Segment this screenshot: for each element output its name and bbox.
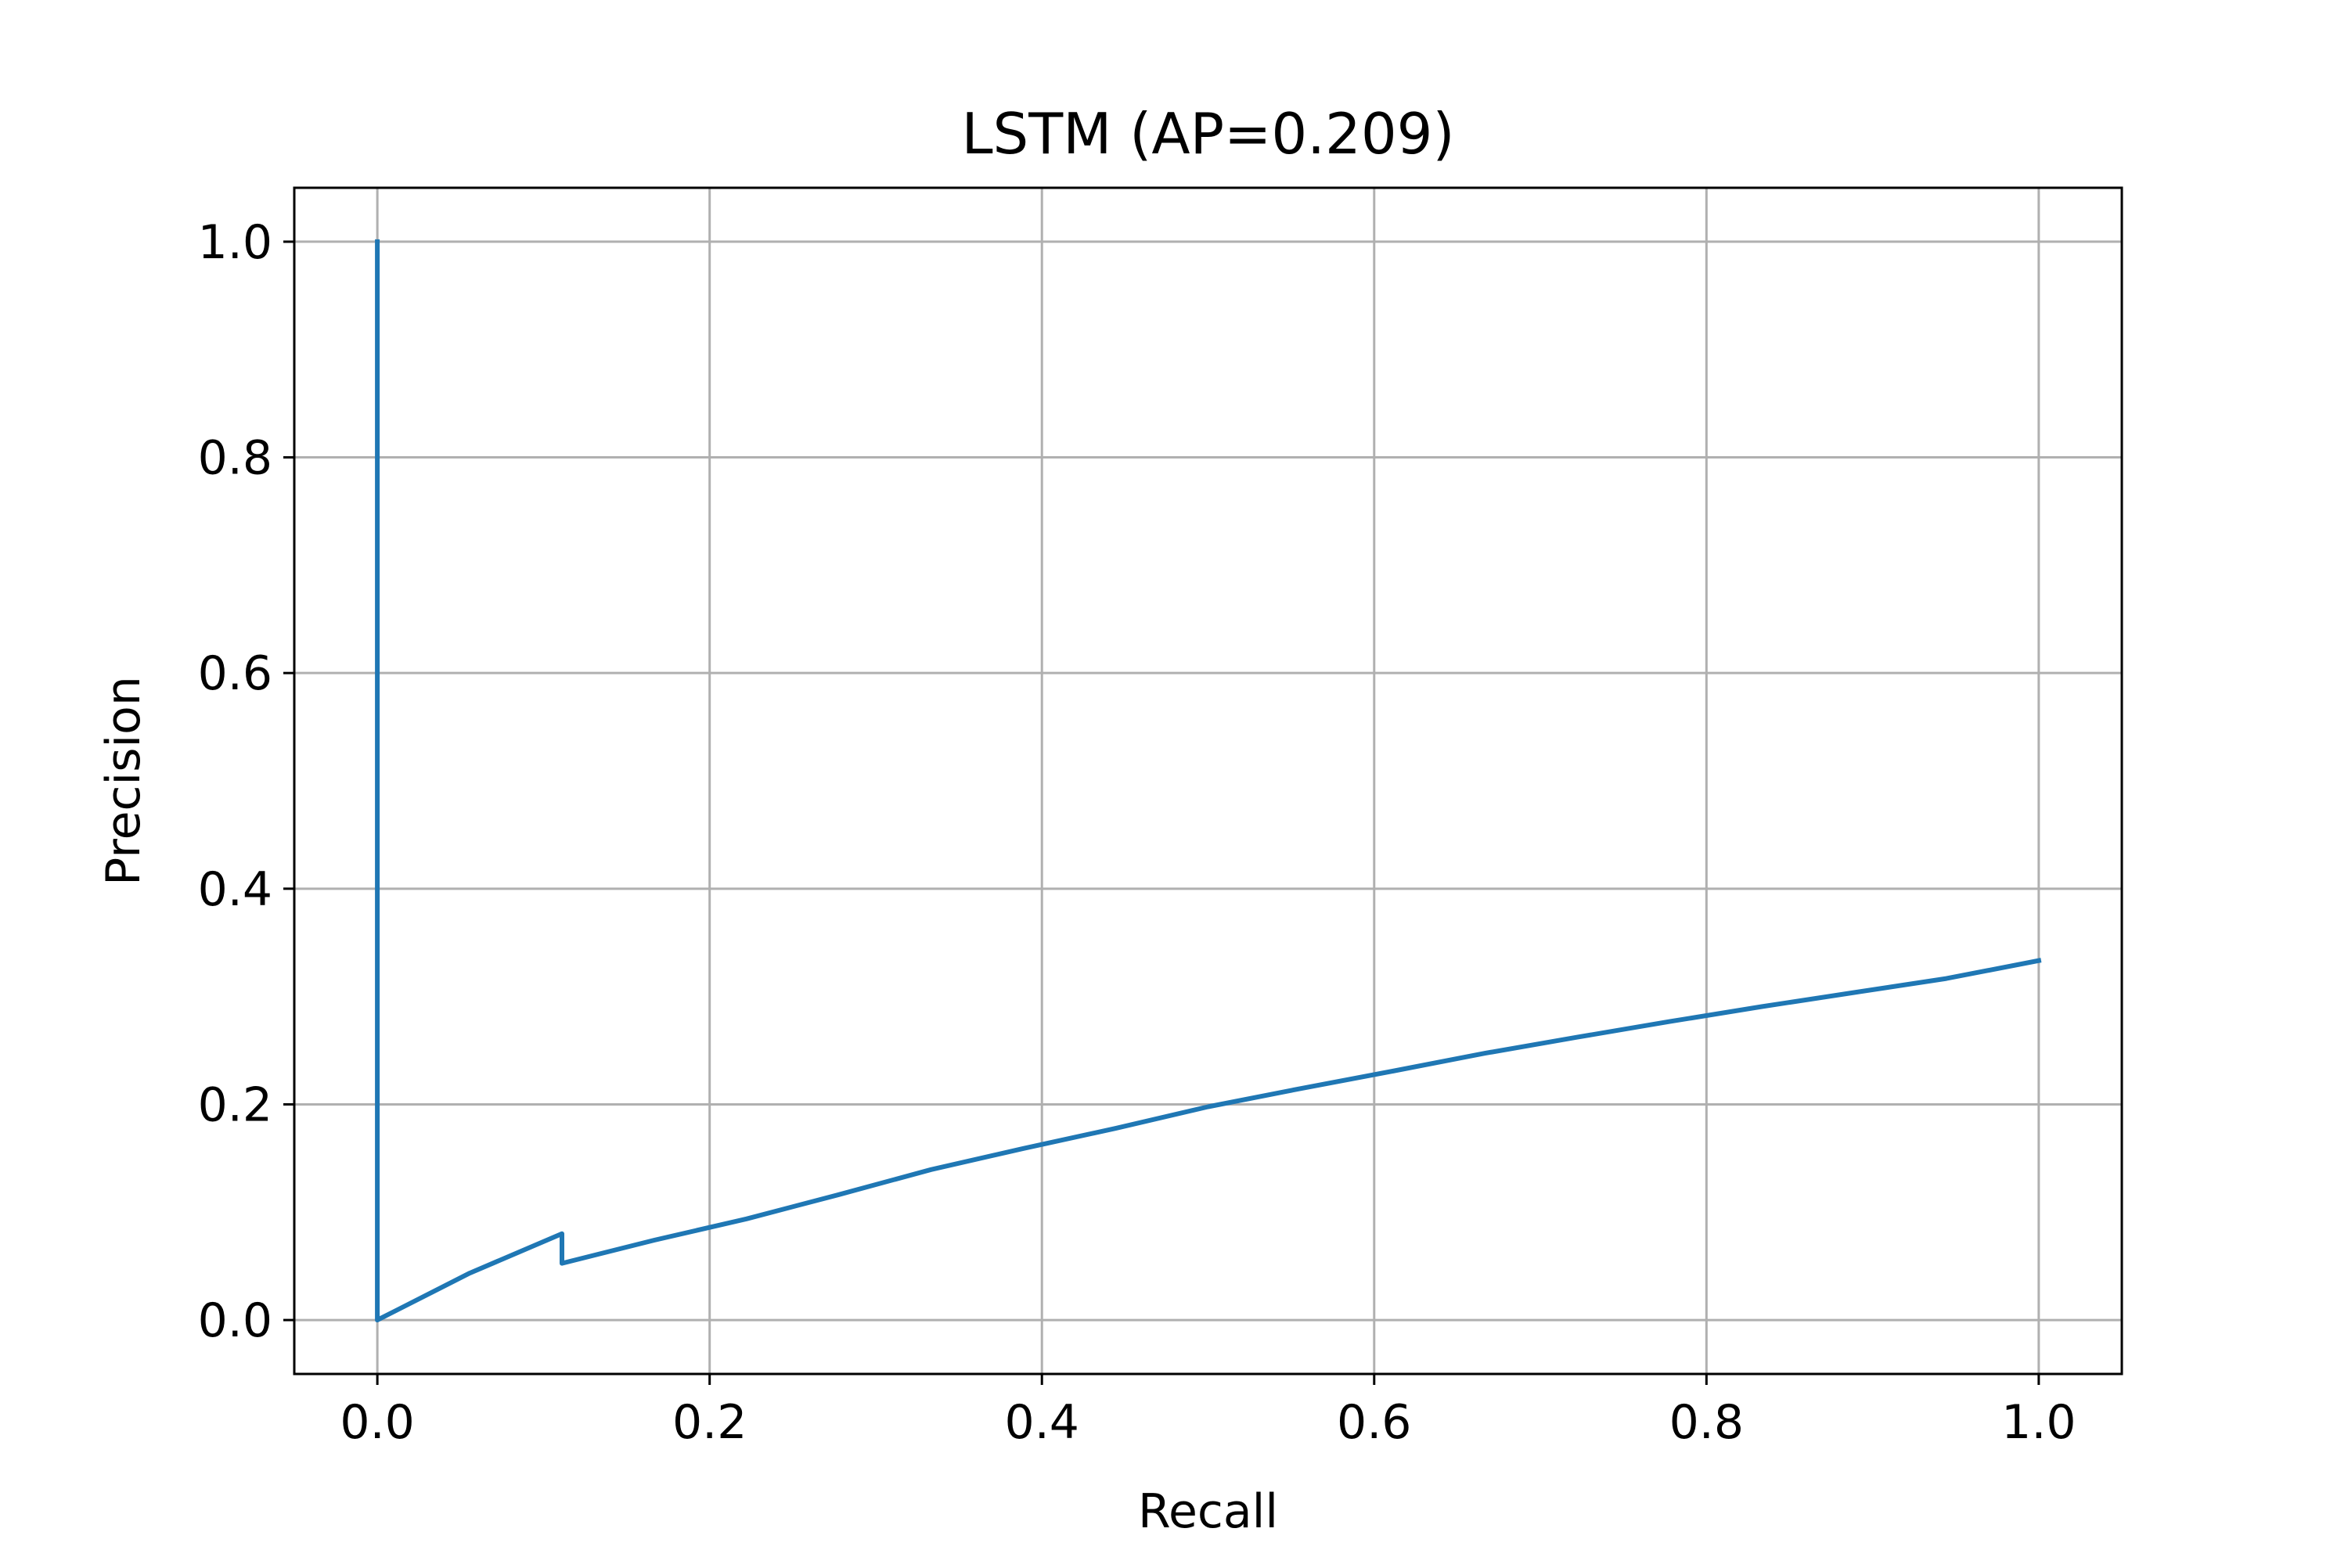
axes-frame [293,186,2123,1376]
grid [294,188,2122,1374]
x-tick-label: 0.4 [1005,1395,1079,1450]
precision-recall-curve [375,239,2042,1323]
y-tick-label: 0.2 [198,1077,272,1132]
series-layer [375,239,2042,1323]
y-tick-label: 0.6 [198,646,272,701]
y-tick-label: 0.4 [198,862,272,917]
y-tick-label: 0.0 [198,1293,272,1348]
ticks: 0.0 0.2 0.4 0.6 0.8 1.0 0.0 0.2 0.4 0.6 0.8 1.0 [198,215,2076,1450]
x-tick-label: 0.0 [340,1395,414,1450]
x-tick-label: 0.8 [1669,1395,1744,1450]
x-tick-label: 0.2 [672,1395,747,1450]
chart-title: LSTM (AP=0.209) [961,101,1454,167]
y-tick-label: 0.8 [198,431,272,486]
x-tick-label: 0.6 [1337,1395,1411,1450]
x-axis-label: Recall [1138,1484,1278,1539]
y-tick-label: 1.0 [198,215,272,270]
x-tick-label: 1.0 [2001,1395,2076,1450]
y-axis-label: Precision [96,676,151,886]
